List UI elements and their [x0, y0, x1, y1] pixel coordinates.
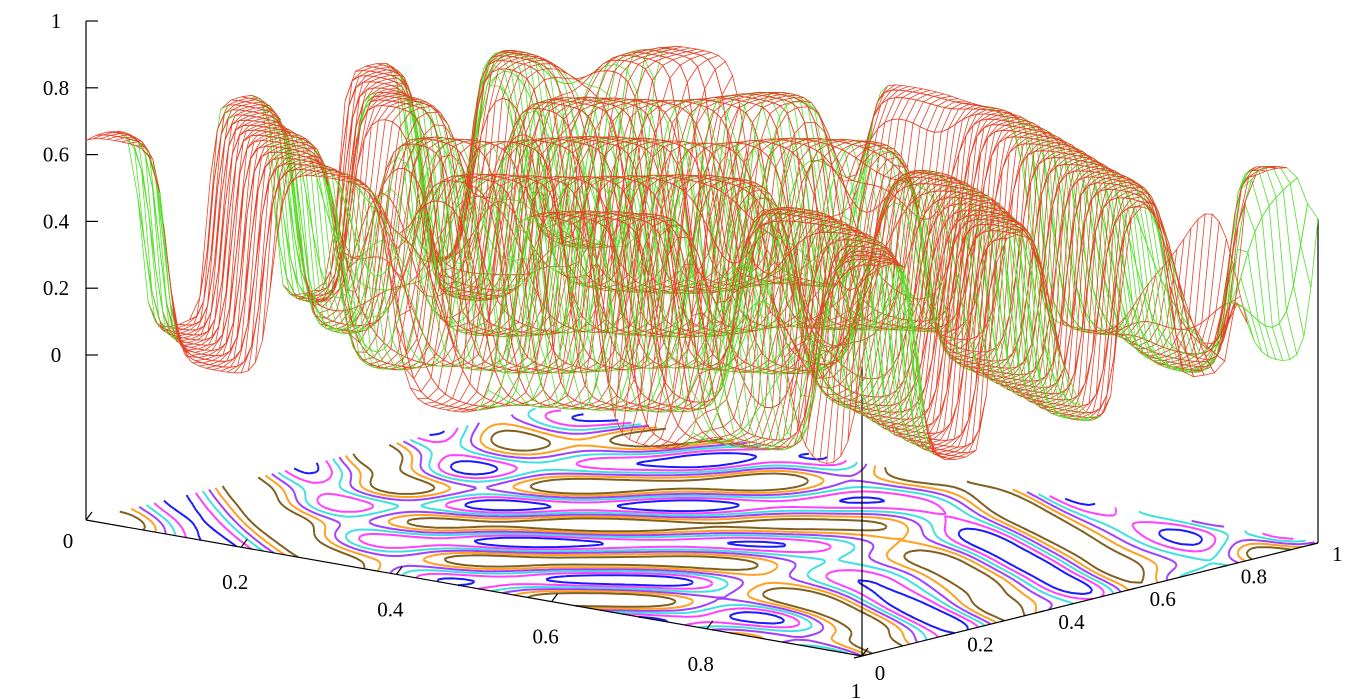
- x-tick-label: 0.2: [222, 570, 248, 594]
- surface-row: [168, 124, 956, 460]
- surface-row: [96, 131, 884, 445]
- y-tick-label: 0: [875, 661, 886, 685]
- surface-row: [210, 104, 998, 448]
- y-tick-mark: [1309, 542, 1319, 546]
- y-tick-label: 0.4: [1058, 610, 1085, 634]
- z-tick-label: 0.8: [43, 76, 69, 100]
- x-tick-label: 0: [63, 529, 74, 553]
- y-tick-mark: [1127, 587, 1136, 591]
- y-tick-mark: [853, 655, 863, 659]
- x-tick-mark: [85, 511, 93, 521]
- y-tick-label: 0.6: [1150, 587, 1176, 611]
- x-tick-mark: [861, 647, 869, 657]
- surface-topside: [106, 130, 894, 445]
- y-tick-label: 1: [1332, 542, 1343, 566]
- x-tick-label: 0.4: [377, 597, 404, 621]
- x-tick-label: 0.8: [688, 652, 714, 676]
- surface-topside: [168, 124, 956, 460]
- surface-row: [188, 114, 977, 458]
- y-tick-label: 0.2: [967, 632, 993, 656]
- surface-topside: [602, 54, 1277, 371]
- contour-level-3: [145, 406, 1306, 655]
- y-tick-label: 0.8: [1241, 565, 1267, 589]
- surface-topside: [241, 94, 1029, 427]
- contour-level-1: [163, 413, 1203, 635]
- z-tick-label: 0.6: [43, 143, 69, 167]
- y-tick-mark: [1218, 565, 1227, 569]
- surface-row: [85, 134, 873, 465]
- axes: [85, 20, 1319, 659]
- surface-row: [116, 130, 904, 451]
- surface-topside: [96, 131, 884, 445]
- y-tick-mark: [945, 632, 954, 636]
- surface-topside: [177, 119, 966, 460]
- contour-level-2: [153, 409, 1294, 638]
- surface-wireframe: [85, 45, 1319, 465]
- x-tick-mark: [395, 566, 403, 575]
- z-tick-label: 0: [51, 343, 62, 367]
- surface-row: [106, 130, 894, 449]
- surface-topside: [151, 139, 904, 448]
- base-contour-plot: [85, 406, 1315, 657]
- surface-topside: [220, 99, 1008, 441]
- surface-underside: [261, 103, 788, 369]
- tick-labels: 00.20.40.60.8100.20.40.60.8100.20.40.60.…: [43, 9, 1343, 699]
- contour-level-4: [138, 413, 1315, 657]
- x-axis-line: [85, 519, 863, 657]
- z-tick-label: 0.4: [43, 209, 70, 233]
- z-tick-label: 1: [51, 9, 62, 33]
- y-axis-line: [861, 542, 1319, 657]
- surface-topside: [85, 134, 873, 465]
- surface-topside: [188, 114, 977, 458]
- x-tick-label: 1: [851, 679, 862, 699]
- z-tick-label: 0.2: [43, 276, 69, 300]
- x-tick-mark: [706, 620, 714, 630]
- y-tick-mark: [1036, 610, 1045, 614]
- x-tick-mark: [551, 593, 559, 602]
- x-tick-label: 0.6: [532, 625, 558, 649]
- contour-level-5: [130, 422, 1302, 656]
- x-tick-mark: [240, 538, 248, 548]
